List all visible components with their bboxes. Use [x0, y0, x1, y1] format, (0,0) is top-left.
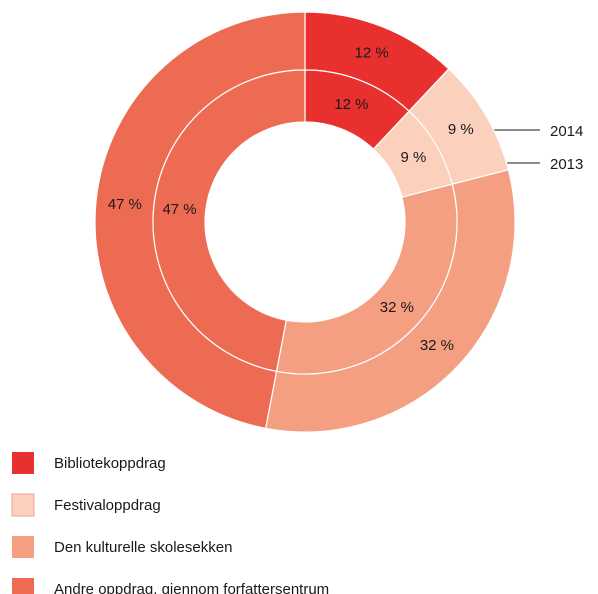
data-label: 47 %: [162, 201, 196, 218]
data-label: 12 %: [334, 96, 368, 113]
data-label: 9 %: [401, 149, 427, 166]
data-label: 32 %: [420, 337, 454, 354]
legend-label: Den kulturelle skolesekken: [54, 539, 232, 556]
donut-segment: [152, 69, 306, 373]
legend-swatch: [12, 452, 34, 474]
legend-swatch: [12, 536, 34, 558]
data-label: 47 %: [108, 196, 142, 213]
data-label: 9 %: [448, 121, 474, 138]
ring-label: 2014: [550, 123, 583, 140]
legend-swatch: [12, 578, 34, 594]
data-label: 12 %: [355, 45, 389, 62]
legend-swatch: [11, 493, 35, 517]
donut-segment: [275, 183, 458, 375]
legend-label: Bibliotekoppdrag: [54, 455, 166, 472]
legend-label: Andre oppdrag, gjennom forfattersentrum: [54, 581, 329, 594]
data-label: 32 %: [380, 299, 414, 316]
ring-label: 2013: [550, 156, 583, 173]
legend-label: Festivaloppdrag: [54, 497, 161, 514]
